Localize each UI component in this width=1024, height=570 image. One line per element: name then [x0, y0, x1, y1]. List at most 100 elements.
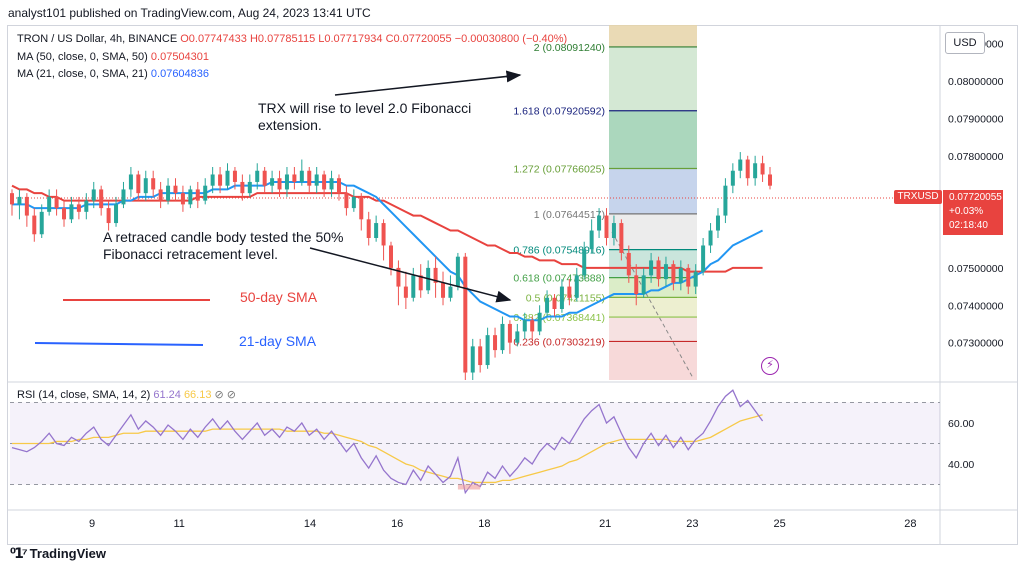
candle-body — [158, 189, 163, 201]
rise-annotation: TRX will rise to level 2.0 Fibonacci ext… — [258, 100, 471, 134]
time-tick-label: 16 — [391, 518, 403, 530]
candle-body — [537, 312, 542, 332]
candle-body — [54, 196, 59, 209]
ma50-legend: MA (50, close, 0, SMA, 50) 0.07504301 — [17, 51, 209, 63]
ma50-value: 0.07504301 — [150, 51, 210, 63]
candle-body — [507, 323, 512, 343]
candlestick-chart[interactable]: 2 (0.08091240) 1.618 (0.07920592) 1.272 (0… — [0, 0, 1024, 545]
candle-body — [366, 219, 371, 238]
candle-body — [626, 252, 631, 276]
candle-body — [418, 275, 423, 291]
fib-zone-top — [609, 25, 697, 47]
candle-body — [715, 215, 720, 231]
retrace-annotation-line2: Fibonacci retracement level. — [103, 246, 279, 262]
fib-zone — [609, 110, 697, 169]
rsi-tick-label: 60.00 — [948, 418, 974, 430]
candle-body — [611, 223, 616, 238]
candle-body — [232, 170, 237, 182]
candle-body — [114, 204, 119, 224]
candle-body — [493, 335, 498, 351]
candle-body — [478, 346, 483, 366]
rsi-hidden-icon: ⊘ ⊘ — [214, 389, 237, 401]
fib-zone — [609, 213, 697, 250]
candle-body — [589, 230, 594, 250]
candle-body — [262, 170, 267, 186]
candle-body — [545, 297, 550, 313]
candle-body — [641, 275, 646, 295]
open-value: O0.07747433 — [180, 33, 247, 45]
candle-body — [307, 170, 312, 186]
symbol-tag: TRXUSD — [894, 190, 942, 204]
candle-body — [634, 275, 639, 295]
candle-body — [396, 267, 401, 287]
candle-body — [10, 193, 14, 205]
candle-body — [597, 215, 602, 231]
fib-zone — [609, 168, 697, 214]
rsi-value: 61.24 — [153, 389, 181, 401]
candle-body — [671, 264, 676, 283]
candle-body — [738, 159, 743, 171]
candle-body — [106, 208, 111, 224]
candle-body — [455, 256, 460, 287]
candle-body — [745, 159, 750, 179]
candle-body — [166, 185, 171, 201]
rsi-sma-line — [12, 414, 763, 484]
candle-body — [411, 275, 416, 298]
candle-body — [678, 267, 683, 283]
fib-zone — [609, 297, 697, 318]
candle-body — [91, 189, 96, 201]
candle-body — [708, 230, 713, 246]
tradingview-brand-text: TradingView — [29, 546, 106, 561]
symbol-title: TRON / US Dollar, 4h, BINANCE — [17, 33, 178, 45]
close-value: C0.07720055 — [385, 33, 452, 45]
candle-body — [76, 204, 81, 212]
candle-body — [188, 189, 193, 205]
candle-body — [619, 223, 624, 253]
high-value: H0.07785115 — [249, 33, 316, 45]
fib-level-label: 1 (0.07644517) — [534, 209, 605, 221]
price-tick-label: 0.07400000 — [948, 300, 1004, 312]
rsi-oversold-fill — [457, 484, 481, 490]
rsi-label: RSI (14, close, SMA, 14, 2) — [17, 389, 151, 401]
ma50-line — [11, 184, 763, 273]
candle-body — [136, 174, 141, 194]
ma21-value: 0.07604836 — [150, 68, 210, 80]
currency-button[interactable]: USD — [945, 32, 985, 54]
sma21-label: 21-day SMA — [239, 333, 317, 349]
candle-body — [62, 208, 67, 220]
rsi-tick-label: 40.00 — [948, 459, 974, 471]
publisher-header: analyst101 published on TradingView.com,… — [8, 6, 371, 20]
fib-zone — [609, 46, 697, 111]
time-tick-label: 21 — [599, 518, 611, 530]
candle-body — [701, 245, 706, 272]
change-value: −0.00030800 (−0.40%) — [454, 33, 568, 45]
fib-level-label: 0.618 (0.07473888) — [513, 273, 605, 285]
symbol-legend: TRON / US Dollar, 4h, BINANCE O0.0774743… — [17, 33, 567, 45]
candle-body — [604, 215, 609, 238]
candle-body — [351, 196, 356, 209]
candle-body — [143, 178, 148, 194]
retrace-annotation: A retraced candle body tested the 50% Fi… — [103, 229, 344, 263]
candle-body — [225, 170, 230, 186]
candle-body — [240, 181, 245, 194]
lightning-icon[interactable]: ⚡ — [761, 357, 779, 375]
price-tick-label: 0.07500000 — [948, 263, 1004, 275]
candle-body — [121, 189, 126, 205]
candle-body — [284, 174, 289, 190]
footer-brand[interactable]: ⁰𝟭⁷ TradingView — [10, 545, 106, 562]
time-tick-label: 23 — [686, 518, 698, 530]
candle-body — [381, 223, 386, 246]
last-price: 0.07720055 — [949, 192, 1002, 203]
candle-body — [567, 286, 572, 298]
candle-body — [195, 189, 200, 201]
fib-level-label: 0.382 (0.07368441) — [513, 312, 605, 324]
candle-body — [39, 211, 44, 235]
candle-body — [151, 178, 156, 190]
candle-body — [203, 185, 208, 201]
candle-body — [374, 223, 379, 238]
price-tick-label: 0.07800000 — [948, 151, 1004, 163]
tradingview-logo-icon: ⁰𝟭⁷ — [10, 545, 28, 561]
candle-body — [255, 170, 260, 182]
candle-body — [730, 170, 735, 186]
fib-zone-bottom — [609, 341, 697, 380]
